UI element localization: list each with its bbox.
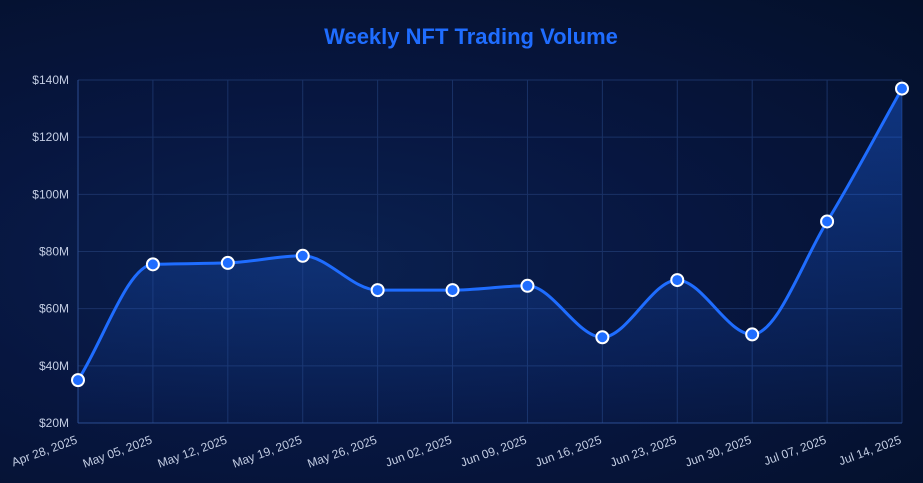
y-tick-label: $20M (39, 416, 69, 430)
data-point[interactable] (145, 257, 160, 272)
chart-title: Weekly NFT Trading Volume (324, 24, 618, 49)
data-point[interactable] (820, 214, 835, 229)
data-point[interactable] (71, 373, 85, 388)
y-tick-label: $40M (39, 359, 69, 373)
x-tick-label: May 12, 2025 (156, 433, 229, 471)
x-tick-label: May 05, 2025 (81, 433, 154, 471)
data-point[interactable] (295, 248, 310, 263)
data-points (71, 81, 909, 388)
area-fill (78, 88, 902, 423)
x-tick-label: Jul 07, 2025 (762, 433, 829, 469)
data-point[interactable] (745, 327, 760, 342)
x-tick-label: May 19, 2025 (231, 433, 304, 471)
x-tick-label: Jun 02, 2025 (384, 433, 454, 470)
x-tick-label: May 26, 2025 (306, 433, 379, 471)
x-axis-ticks: Apr 28, 2025 May 05, 2025 May 12, 2025 May … (10, 433, 904, 471)
data-point[interactable] (595, 330, 610, 345)
y-tick-label: $120M (32, 130, 69, 144)
data-point[interactable] (520, 278, 535, 293)
data-point[interactable] (445, 283, 460, 298)
y-tick-label: $80M (39, 245, 69, 259)
y-axis-ticks: $20M $40M $60M $80M $100M $120M $140M (32, 73, 69, 430)
x-tick-label: Apr 28, 2025 (10, 433, 80, 470)
y-tick-label: $100M (32, 187, 69, 201)
x-tick-label: Jul 14, 2025 (837, 433, 904, 469)
x-tick-label: Jun 23, 2025 (608, 433, 678, 470)
data-point[interactable] (895, 81, 909, 96)
x-tick-label: Jun 09, 2025 (458, 433, 528, 470)
data-point[interactable] (220, 255, 235, 270)
y-tick-label: $60M (39, 302, 69, 316)
x-tick-label: Jun 16, 2025 (533, 433, 603, 470)
data-point[interactable] (670, 273, 685, 288)
x-tick-label: Jun 30, 2025 (683, 433, 753, 470)
y-tick-label: $140M (32, 73, 69, 87)
data-point[interactable] (370, 283, 385, 298)
